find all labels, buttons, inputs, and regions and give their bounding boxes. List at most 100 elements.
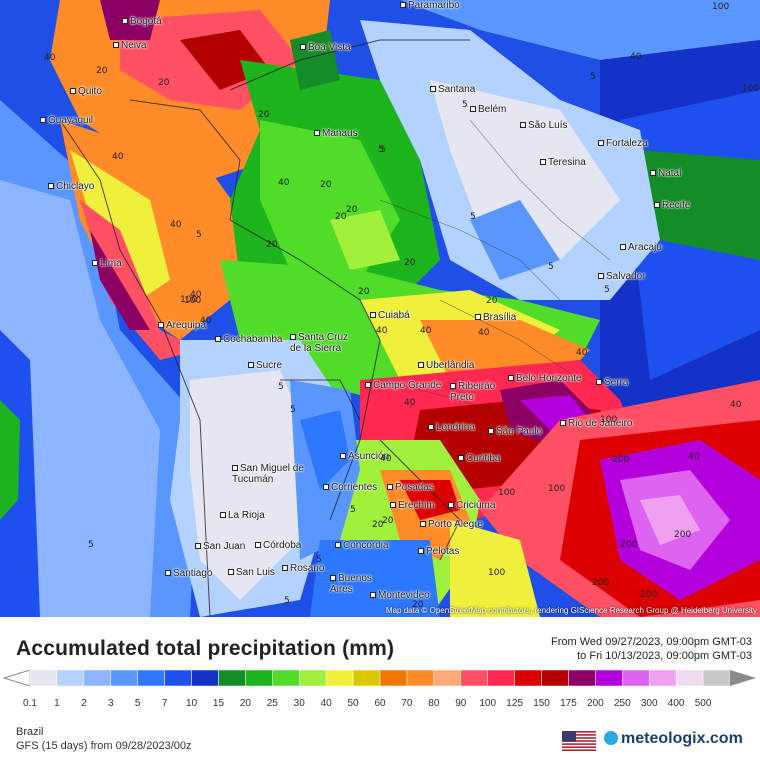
city-label: São Paulo bbox=[488, 426, 542, 437]
isohyet-label: 40 bbox=[44, 53, 56, 63]
city-label: Sucre bbox=[248, 360, 282, 371]
scale-tick-label: 400 bbox=[668, 698, 685, 709]
city-label: La Rioja bbox=[220, 510, 265, 521]
city-label: Rosario bbox=[282, 563, 324, 574]
isohyet-label: 20 bbox=[158, 78, 170, 88]
city-label: Lima bbox=[92, 258, 122, 269]
scale-swatch bbox=[460, 669, 488, 687]
city-label: Criciúma bbox=[448, 500, 495, 511]
scale-swatch bbox=[325, 669, 354, 687]
city-label: Neiva bbox=[113, 40, 147, 51]
scale-tick-label: 10 bbox=[186, 698, 198, 709]
scale-tick-label: 7 bbox=[162, 698, 168, 709]
time-range-from: From Wed 09/27/2023, 09:00pm GMT-03 bbox=[551, 636, 752, 648]
precipitation-field bbox=[0, 0, 760, 617]
scale-swatch bbox=[56, 669, 85, 687]
isohyet-label: 40 bbox=[376, 326, 388, 336]
isohyet-label: 5 bbox=[350, 505, 356, 515]
scale-tick-label: 70 bbox=[401, 698, 413, 709]
scale-tick-label: 100 bbox=[479, 698, 496, 709]
scale-tick-label: 200 bbox=[587, 698, 604, 709]
isohyet-label: 5 bbox=[462, 100, 468, 110]
isohyet-label: 100 bbox=[712, 2, 730, 12]
scale-swatch bbox=[648, 669, 677, 687]
city-label: Recife bbox=[654, 200, 690, 211]
scale-tick-label: 0.1 bbox=[23, 698, 37, 709]
isohyet-label: 100 bbox=[600, 415, 618, 425]
precipitation-map[interactable]: Paramaribo Bogotá Neiva Boa Vista Quito … bbox=[0, 0, 760, 617]
scale-tick-label: 30 bbox=[294, 698, 306, 709]
scale-swatch bbox=[514, 669, 542, 687]
region-label: Brazil bbox=[16, 726, 44, 738]
time-range-to: to Fri 10/13/2023, 09:00pm GMT-03 bbox=[577, 650, 752, 662]
isohyet-label: 200 bbox=[592, 578, 610, 588]
city-label: Erechim bbox=[390, 500, 435, 511]
city-label: Buenos Aires bbox=[330, 573, 372, 595]
scale-swatch bbox=[541, 669, 569, 687]
isohyet-label: 20 bbox=[266, 240, 278, 250]
city-label: Cochabamba bbox=[215, 334, 282, 345]
isohyet-label: 200 bbox=[620, 540, 638, 550]
city-label: Natal bbox=[650, 168, 681, 179]
isohyet-label: 40 bbox=[630, 52, 642, 62]
isohyet-label: 40 bbox=[478, 328, 490, 338]
isohyet-label: 200 bbox=[674, 530, 692, 540]
scale-tick-label: 3 bbox=[108, 698, 114, 709]
isohyet-label: 40 bbox=[420, 326, 432, 336]
isohyet-label: 20 bbox=[382, 516, 394, 526]
model-label: GFS (15 days) from 09/28/2023/00z bbox=[16, 740, 192, 752]
scale-tick-label: 90 bbox=[455, 698, 467, 709]
isohyet-label: 5 bbox=[604, 285, 610, 295]
scale-tick-label: 150 bbox=[533, 698, 550, 709]
isohyet-label: 40 bbox=[576, 348, 588, 358]
scale-swatch bbox=[433, 669, 462, 687]
city-label: Aracaju bbox=[620, 242, 662, 253]
isohyet-label: 5 bbox=[380, 145, 386, 155]
city-label: Rio de Janeiro bbox=[560, 418, 632, 429]
map-attribution[interactable]: Map data © OpenStreetMap contributors, r… bbox=[385, 606, 757, 615]
isohyet-label: 40 bbox=[170, 220, 182, 230]
isohyet-label: 20 bbox=[372, 520, 384, 530]
city-label: Boa Vista bbox=[300, 42, 351, 53]
city-label: Corrientes bbox=[323, 482, 377, 493]
city-label: Ribeirão Preto bbox=[450, 381, 496, 403]
city-label: Manaus bbox=[314, 128, 358, 139]
city-label: Chiclayo bbox=[48, 181, 94, 192]
city-label: Quito bbox=[70, 86, 102, 97]
isohyet-label: 5 bbox=[316, 555, 322, 565]
isohyet-label: 40 bbox=[200, 316, 212, 326]
isohyet-label: 100 bbox=[180, 295, 198, 305]
city-label: Arequipa bbox=[158, 320, 206, 331]
scale-tick-label: 250 bbox=[614, 698, 631, 709]
us-flag-icon[interactable] bbox=[562, 731, 596, 751]
city-label: San Miguel de Tucumán bbox=[232, 463, 304, 485]
scale-tick-label: 175 bbox=[560, 698, 577, 709]
isohyet-label: 100 bbox=[742, 84, 760, 94]
brand-logo[interactable]: meteologix.com bbox=[604, 730, 743, 748]
scale-tick-label: 300 bbox=[641, 698, 658, 709]
scale-tick-label: 20 bbox=[240, 698, 252, 709]
city-label: Teresina bbox=[540, 157, 586, 168]
city-label: São Luís bbox=[520, 120, 567, 131]
city-label: Salvador bbox=[598, 271, 645, 282]
scale-swatch bbox=[110, 669, 138, 687]
legend-title: Accumulated total precipitation (mm) bbox=[16, 637, 395, 660]
scale-swatch bbox=[272, 669, 300, 687]
scale-swatch bbox=[406, 669, 435, 687]
scale-swatch bbox=[702, 669, 731, 687]
scale-swatch bbox=[164, 669, 192, 687]
city-label: Bogotá bbox=[122, 16, 162, 27]
isohyet-label: 40 bbox=[380, 454, 392, 464]
color-scale: 0.1 1 2 3 5 7 10 15 20 25 30 40 50 60 70 80 90 100 125 150 1… bbox=[2, 669, 756, 709]
city-label: Londrina bbox=[428, 422, 475, 433]
isohyet-label: 5 bbox=[378, 145, 384, 155]
scale-tick-label: 125 bbox=[506, 698, 523, 709]
scale-swatch bbox=[29, 669, 58, 687]
scale-swatch bbox=[83, 669, 112, 687]
city-label: Belo Horizonte bbox=[508, 373, 582, 384]
city-label: Fortaleza bbox=[598, 138, 648, 149]
scale-tick-label: 50 bbox=[348, 698, 360, 709]
isohyet-label: 5 bbox=[88, 540, 94, 550]
isohyet-label: 200 bbox=[640, 590, 658, 600]
scale-swatch bbox=[622, 669, 650, 687]
